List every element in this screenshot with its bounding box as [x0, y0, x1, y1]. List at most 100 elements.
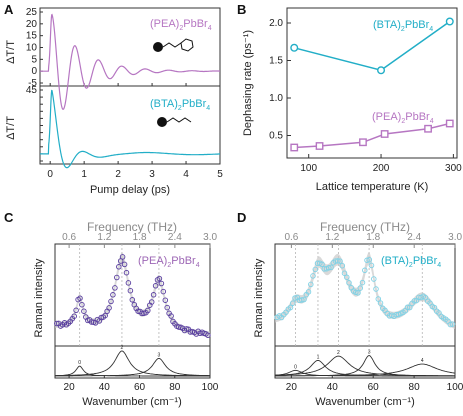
top-tick-label: 2.4	[168, 232, 182, 243]
x-tick-label: 4	[183, 169, 189, 180]
x-tick-label: 2	[115, 169, 121, 180]
data-point	[292, 295, 298, 301]
fit-component	[55, 365, 210, 377]
y-tick-label: 1.5	[269, 56, 283, 67]
peak-label: 0	[78, 360, 81, 366]
data-point	[380, 130, 389, 138]
data-point	[176, 324, 182, 330]
panel-c: 0.6 1.2 1.8 2.4 3.0 20 40 60 80 100 0 2 3 Frequency …	[33, 220, 219, 408]
data-point	[88, 319, 95, 325]
data-point	[164, 304, 170, 311]
data-point	[411, 298, 418, 304]
data-point	[114, 274, 120, 281]
x-tick-label: 1	[81, 169, 87, 180]
fit-component	[275, 363, 456, 377]
data-point	[335, 258, 341, 264]
x-tick-label: 60	[134, 382, 146, 393]
top-tick-label: 1.8	[366, 232, 380, 243]
data-point	[424, 124, 432, 133]
data-point	[319, 261, 325, 268]
data-point	[79, 301, 85, 308]
data-point	[108, 298, 114, 305]
data-point	[371, 276, 377, 282]
data-point	[447, 321, 454, 328]
data-point	[106, 305, 112, 311]
data-point	[377, 300, 384, 306]
panel-a-bottom-ylabel: ΔT/T	[5, 116, 17, 140]
panel-d-top-axis-label: Frequency (THz)	[320, 220, 410, 234]
panel-c-xlabel: Wavenumber (cm⁻¹)	[82, 396, 182, 408]
data-point	[445, 17, 454, 26]
peak-label: 1	[317, 354, 320, 360]
data-point	[77, 295, 83, 301]
x-tick-label: 60	[368, 382, 380, 393]
data-point	[121, 261, 128, 268]
data-point	[110, 292, 116, 298]
panel-letter-d: D	[237, 210, 246, 225]
data-point	[112, 285, 118, 291]
data-point	[404, 304, 411, 311]
data-point	[81, 308, 87, 314]
x-tick-label: 20	[286, 382, 298, 393]
data-point	[301, 296, 307, 303]
data-point	[205, 332, 211, 338]
panel-a-xlabel: Pump delay (ps)	[90, 184, 170, 196]
data-point	[156, 275, 163, 282]
x-tick-label: 80	[169, 382, 181, 393]
y-tick-label: 20	[26, 19, 38, 30]
data-point	[339, 262, 346, 269]
panel-d-legend: (BTA)2PbBr4	[381, 255, 441, 269]
panel-a-pea-label: (PEA)2PbBr4	[150, 18, 212, 32]
data-point	[449, 321, 456, 327]
y-tick-label: -5	[28, 78, 37, 89]
uncertainty-band	[55, 252, 210, 337]
top-tick-label: 1.2	[97, 232, 111, 243]
data-point	[366, 256, 373, 263]
x-tick-label: 40	[99, 382, 111, 393]
data-point	[54, 320, 60, 327]
panel-b-ticks: 100 200 300 0.5 1.0 1.5 2.0	[269, 18, 462, 174]
data-point	[337, 258, 343, 264]
data-point	[119, 254, 126, 260]
y-tick-label: 2.0	[269, 18, 283, 29]
data-point	[310, 273, 316, 279]
data-point	[308, 281, 314, 288]
panel-letter-c: C	[4, 210, 14, 225]
panel-letter-a: A	[4, 2, 14, 17]
data-point	[71, 313, 77, 319]
top-tick-label: 0.6	[62, 232, 76, 243]
data-point	[160, 288, 167, 295]
y-tick-label: 1.0	[269, 93, 283, 104]
peak-label: 3	[158, 352, 161, 358]
panel-b: 100 200 300 0.5 1.0 1.5 2.0 Dephasing rate (ps…	[242, 7, 462, 193]
data-point	[312, 266, 319, 273]
data-point	[290, 143, 299, 152]
peak-label: 2	[337, 350, 340, 356]
panel-c-fit-frame	[54, 345, 211, 379]
x-tick-label: 3	[149, 169, 155, 180]
peak-label: 4	[421, 358, 424, 364]
y-tick-label: 0.5	[269, 131, 283, 142]
data-point	[373, 286, 379, 292]
panel-d-xlabel: Wavenumber (cm⁻¹)	[315, 396, 415, 408]
top-tick-label: 1.2	[325, 232, 339, 243]
panel-b-pea-label: (PEA)2PbBr4	[372, 111, 434, 125]
data-point	[355, 290, 361, 296]
data-point	[129, 297, 136, 303]
peak-label: 3	[368, 350, 371, 356]
butyl-chain-molecule-icon	[157, 117, 192, 127]
data-point	[116, 264, 122, 270]
x-tick-label: 20	[64, 382, 76, 393]
data-point	[341, 270, 348, 276]
panel-a-bta-label: (BTA)2PbBr4	[150, 98, 210, 112]
x-tick-label: 300	[445, 163, 462, 174]
data-point	[158, 280, 165, 287]
x-tick-label: 100	[202, 382, 219, 393]
phenethyl-molecule-icon	[153, 38, 194, 52]
data-point	[375, 296, 382, 302]
peak-label: 2	[121, 345, 124, 351]
panel-d: 0.6 1.2 1.8 2.4 3.0 20 40 60 80 100 0 1 2 3 4 Frequenc…	[253, 220, 463, 408]
data-point	[344, 274, 350, 281]
data-point	[328, 264, 334, 271]
